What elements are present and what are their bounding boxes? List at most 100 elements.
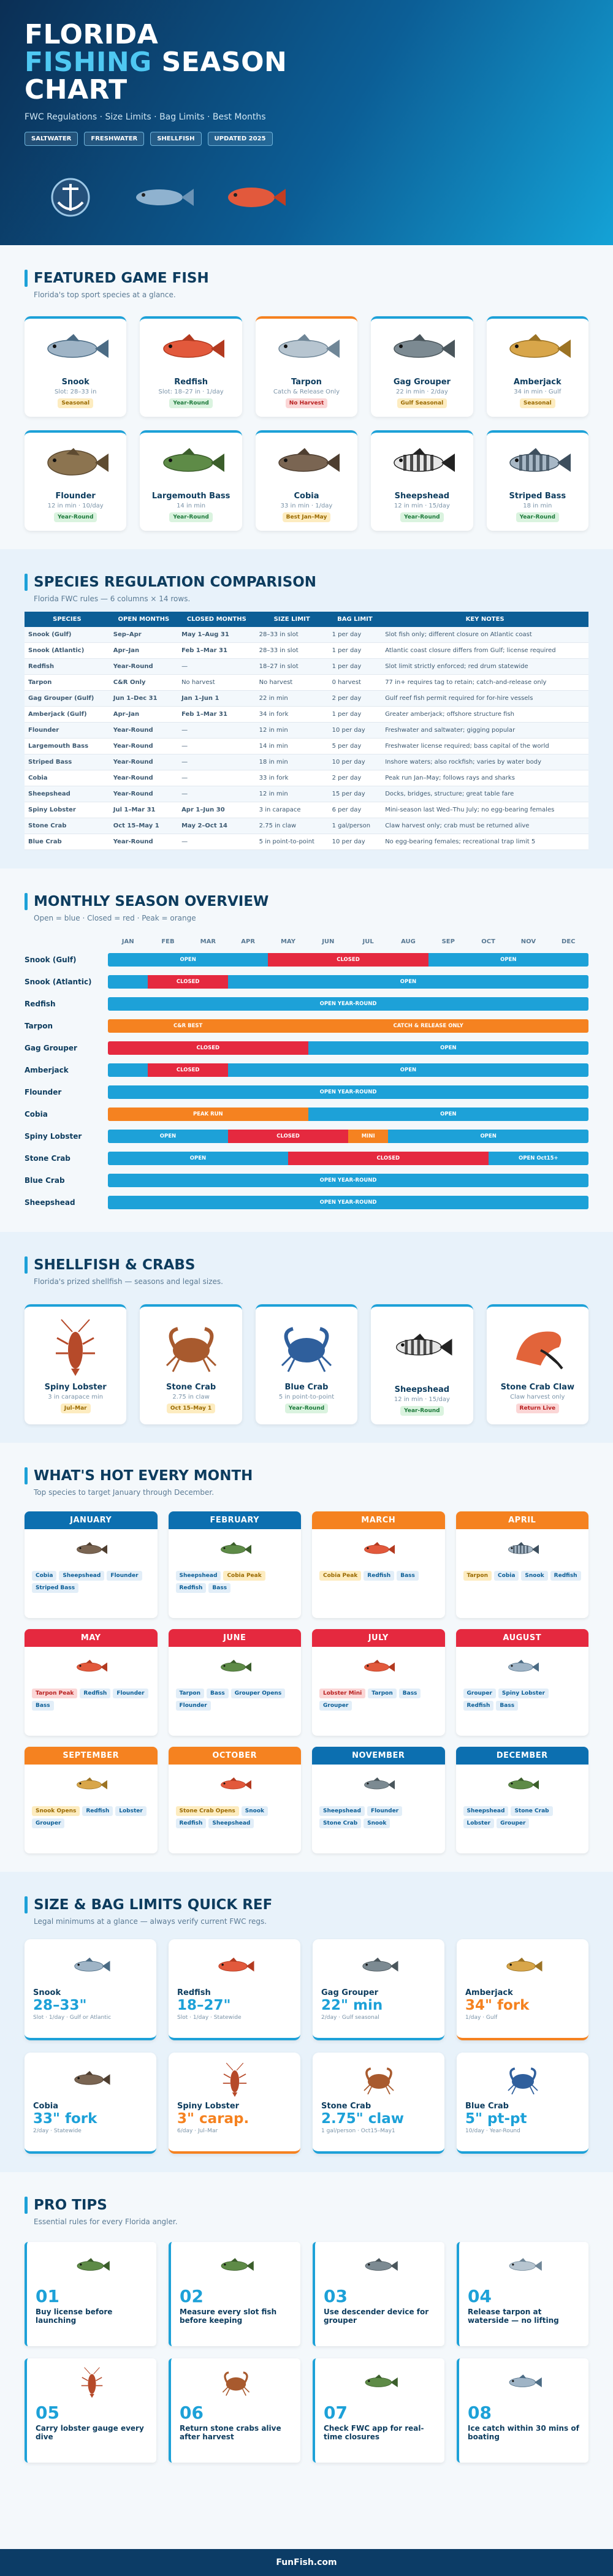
month-card[interactable]: JULY Lobster Mini Tarpon Bass Grouper bbox=[312, 1629, 445, 1736]
tip-icon bbox=[36, 2366, 148, 2399]
tip-card[interactable]: 07 Check FWC app for real-time closures bbox=[313, 2358, 444, 2463]
limit-card[interactable]: Blue Crab 5" pt-pt 10/day · Year-Round bbox=[457, 2053, 588, 2154]
month-card[interactable]: SEPTEMBER Snook Opens Redfish Lobster Groupe… bbox=[25, 1747, 158, 1853]
hero-fish-icon bbox=[136, 189, 194, 206]
fish-card[interactable]: Flounder 12 in min · 10/day Year-Round bbox=[25, 430, 127, 531]
fish-card[interactable]: Redfish Slot: 18–27 in · 1/day Year-Round bbox=[140, 316, 242, 417]
tip-card[interactable]: 03 Use descender device for grouper bbox=[313, 2242, 444, 2346]
fish-card[interactable]: Tarpon Catch & Release Only No Harvest bbox=[255, 316, 358, 417]
table-row[interactable]: Cobia Year-Round —33 in fork 2 per day Peak … bbox=[25, 770, 588, 786]
month-fish-icon bbox=[463, 1771, 582, 1801]
month-fish-icon bbox=[176, 1771, 294, 1801]
fish-card[interactable]: Largemouth Bass 14 in min Year-Round bbox=[140, 430, 242, 531]
tip-number: 02 bbox=[180, 2286, 204, 2306]
pill-shellfish[interactable]: SHELLFISH bbox=[150, 132, 202, 146]
shellfish-card[interactable]: Sheepshead 12 in min · 15/day Year-Round bbox=[371, 1304, 473, 1424]
table-row[interactable]: Blue Crab Year-Round —5 in point-to-point 1… bbox=[25, 834, 588, 850]
tip-card[interactable]: 02 Measure every slot fish before keeping bbox=[169, 2242, 300, 2346]
table-cell: 10 per day bbox=[328, 834, 382, 850]
limit-card[interactable]: Snook 28–33" Slot · 1/day · Gulf or Atlant… bbox=[25, 1939, 156, 2040]
tip-card[interactable]: 01 Buy license before launching bbox=[25, 2242, 156, 2346]
fish-card[interactable]: Striped Bass 18 in min Year-Round bbox=[486, 430, 588, 531]
month-card[interactable]: FEBRUARY Sheepshead Cobia Peak Redfish Bass bbox=[168, 1511, 301, 1618]
shellfish-card[interactable]: Stone Crab Claw Claw harvest only Return L… bbox=[486, 1304, 588, 1424]
table-cell: Inshore waters; also rockfish; varies by… bbox=[381, 754, 588, 770]
table-cell: — bbox=[178, 786, 256, 802]
table-row[interactable]: Redfish Year-Round —18–27 in slot 1 per day… bbox=[25, 658, 588, 675]
tip-card[interactable]: 08 Ice catch within 30 mins of boating bbox=[457, 2358, 588, 2463]
limit-card[interactable]: Gag Grouper 22" min 2/day · Gulf seasonal bbox=[313, 1939, 444, 2040]
table-row[interactable]: Flounder Year-Round —12 in min 10 per day Fr… bbox=[25, 722, 588, 739]
species-tag: Sheepshead bbox=[463, 1806, 509, 1816]
pill-freshwater[interactable]: FRESHWATER bbox=[84, 132, 145, 146]
shellfish-card[interactable]: Spiny Lobster 3 in carapace min Jul–Mar bbox=[25, 1304, 127, 1424]
fish-card[interactable]: Amberjack 34 in min · Gulf Seasonal bbox=[486, 316, 588, 417]
month-header: AUGUST bbox=[455, 1629, 588, 1647]
shellfish-card[interactable]: Blue Crab 5 in point-to-point Year-Round bbox=[255, 1304, 358, 1424]
table-row[interactable]: Snook (Atlantic) Apr–Jan Feb 1–Mar 31 28–33… bbox=[25, 642, 588, 659]
species-tag: Snook Opens bbox=[32, 1806, 80, 1816]
month-card[interactable]: MAY Tarpon Peak Redfish Flounder Bass bbox=[25, 1629, 158, 1736]
season-badge: Year-Round bbox=[516, 512, 559, 522]
month-tick: SEP bbox=[441, 938, 455, 945]
tip-number: 05 bbox=[36, 2403, 59, 2423]
gantt-label: Flounder bbox=[25, 1088, 62, 1096]
table-row[interactable]: Largemouth Bass Year-Round —14 in min 5 per… bbox=[25, 738, 588, 754]
month-card[interactable]: JANUARY Cobia Sheepshead Flounder Striped Ba… bbox=[25, 1511, 158, 1618]
tip-text: Check FWC app for real-time closures bbox=[324, 2424, 424, 2441]
month-card[interactable]: OCTOBER Stone Crab Opens Snook Redfish Sheep… bbox=[168, 1747, 301, 1853]
shellfish-card[interactable]: Stone Crab 2.75 in claw Oct 15–May 1 bbox=[140, 1304, 242, 1424]
gantt-track: CLOSED OPEN bbox=[108, 975, 588, 989]
table-cell: 10 per day bbox=[328, 754, 382, 770]
tip-icon bbox=[180, 2249, 292, 2282]
table-row[interactable]: Tarpon C&R Only No harvest No harvest 0 harv… bbox=[25, 674, 588, 691]
shellfish-meta: 2.75 in claw bbox=[172, 1394, 210, 1400]
month-body: Tarpon Bass Grouper Opens Flounder bbox=[169, 1647, 302, 1717]
limit-name: Cobia bbox=[33, 2102, 59, 2111]
table-header-cell: OPEN MONTHS bbox=[109, 612, 178, 627]
table-row[interactable]: Striped Bass Year-Round —18 in min 10 per d… bbox=[25, 754, 588, 770]
month-card[interactable]: APRIL Tarpon Cobia Snook Redfish bbox=[455, 1511, 588, 1618]
fish-name: Redfish bbox=[174, 378, 208, 387]
table-cell: — bbox=[178, 658, 256, 675]
table-row[interactable]: Gag Grouper (Gulf) Jun 1–Dec 31 Jan 1–Jun … bbox=[25, 690, 588, 707]
table-row[interactable]: Snook (Gulf) Sep–Apr May 1–Aug 31 28–33 in … bbox=[25, 627, 588, 643]
fish-card[interactable]: Snook Slot: 28–33 in Seasonal bbox=[25, 316, 127, 417]
fish-card[interactable]: Gag Grouper 22 in min · 2/day Gulf Seasona… bbox=[371, 316, 473, 417]
month-card[interactable]: DECEMBER Sheepshead Stone Crab Lobster Group… bbox=[455, 1747, 588, 1853]
limit-value: 18–27" bbox=[177, 1997, 231, 2013]
pill-saltwater[interactable]: SALTWATER bbox=[25, 132, 78, 146]
species-tag: Stone Crab Opens bbox=[175, 1806, 239, 1816]
table-cell: Jul 1–Mar 31 bbox=[109, 802, 178, 818]
month-card[interactable]: NOVEMBER Sheepshead Flounder Stone Crab Snoo… bbox=[312, 1747, 445, 1853]
limit-card[interactable]: Spiny Lobster 3" carap. 6/day · Jul–Mar bbox=[169, 2053, 300, 2154]
table-row[interactable]: Stone Crab Oct 15–May 1 May 2–Oct 14 2.75 i… bbox=[25, 818, 588, 834]
tip-card[interactable]: 05 Carry lobster gauge every dive bbox=[25, 2358, 156, 2463]
table-cell: Blue Crab bbox=[25, 834, 110, 850]
table-row[interactable]: Spiny Lobster Jul 1–Mar 31 Apr 1–Jun 30 3 i… bbox=[25, 802, 588, 818]
season-badge: Year-Round bbox=[284, 1404, 329, 1413]
fish-card[interactable]: Cobia 33 in min · 1/day Best Jan–May bbox=[255, 430, 358, 531]
limit-card[interactable]: Stone Crab 2.75" claw 1 gal/person · Oct15… bbox=[313, 2053, 444, 2154]
month-card[interactable]: MARCH Cobia Peak Redfish Bass bbox=[312, 1511, 445, 1618]
table-cell: Year-Round bbox=[109, 754, 178, 770]
regulation-section: SPECIES REGULATION COMPARISON Florida FW… bbox=[0, 549, 613, 868]
tip-card[interactable]: 06 Return stone crabs alive after harvest bbox=[169, 2358, 300, 2463]
table-row[interactable]: Sheepshead Year-Round —12 in min 15 per day… bbox=[25, 786, 588, 802]
limit-name: Blue Crab bbox=[465, 2102, 509, 2111]
tip-card[interactable]: 04 Release tarpon at waterside — no lifti… bbox=[457, 2242, 588, 2346]
table-row[interactable]: Amberjack (Gulf) Apr–Jan Feb 1–Mar 31 34 in… bbox=[25, 706, 588, 723]
gantt-track: OPEN CLOSED OPEN Oct15+ bbox=[108, 1152, 588, 1165]
month-card[interactable]: AUGUST Grouper Spiny Lobster Redfish Bass bbox=[455, 1629, 588, 1736]
limit-card[interactable]: Cobia 33" fork 2/day · Statewide bbox=[25, 2053, 156, 2154]
section-title: WHAT'S HOT EVERY MONTH bbox=[25, 1467, 588, 1484]
hero-pills: SALTWATER FRESHWATER SHELLFISH UPDATED 2… bbox=[25, 132, 588, 146]
limit-card[interactable]: Redfish 18–27" Slot · 1/day · Statewide bbox=[169, 1939, 300, 2040]
footer-site[interactable]: FunFish.com bbox=[0, 2549, 613, 2576]
fish-name: Tarpon bbox=[291, 378, 322, 387]
table-cell: 1 per day bbox=[328, 642, 382, 659]
table-cell: 6 per day bbox=[328, 802, 382, 818]
fish-card[interactable]: Sheepshead 12 in min · 15/day Year-Round bbox=[371, 430, 473, 531]
month-card[interactable]: JUNE Tarpon Bass Grouper Opens Flounder bbox=[168, 1629, 302, 1736]
limit-card[interactable]: Amberjack 34" fork 1/day · Gulf bbox=[457, 1939, 588, 2040]
